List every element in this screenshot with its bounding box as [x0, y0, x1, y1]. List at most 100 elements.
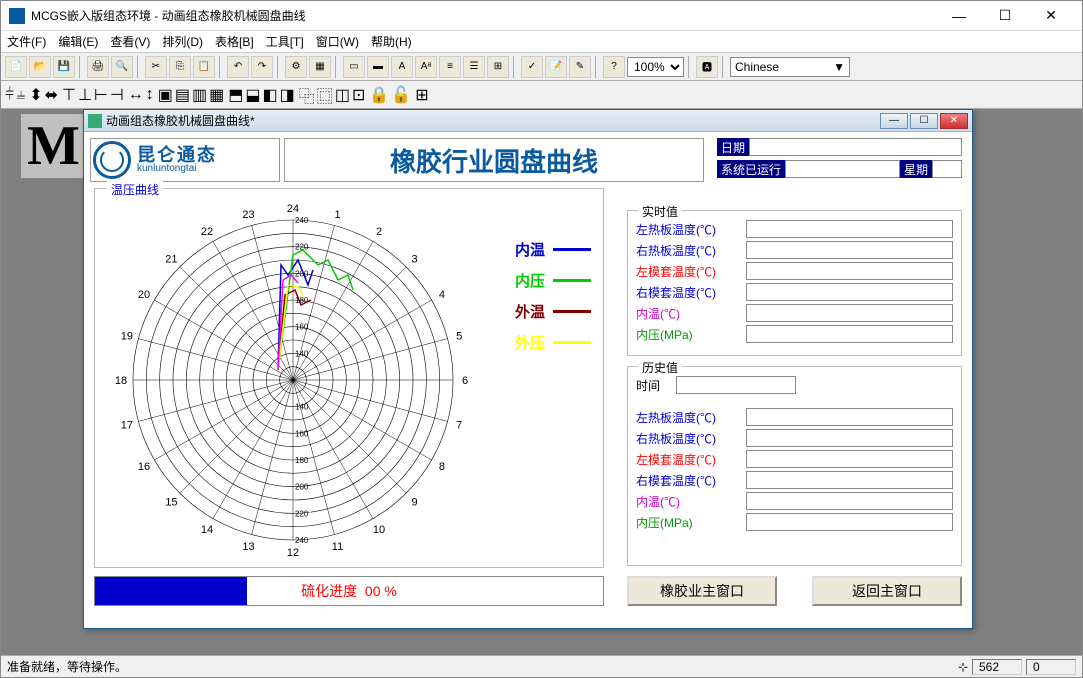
rubber-window-button[interactable]: 橡胶业主窗口	[627, 576, 777, 606]
al-5[interactable]: ⊤	[62, 85, 76, 105]
al-6[interactable]: ⊥	[78, 85, 92, 105]
al-25[interactable]: ⊞	[415, 85, 428, 105]
al-15[interactable]: ⬒	[228, 85, 243, 105]
al-4[interactable]: ⬌	[45, 85, 58, 105]
child-maximize[interactable]: ☐	[910, 113, 938, 129]
tb-text[interactable]: A	[391, 56, 413, 78]
tb-open[interactable]: 📂	[29, 56, 51, 78]
minimize-button[interactable]: —	[936, 1, 982, 31]
svg-text:6: 6	[462, 375, 468, 387]
tb-tool1[interactable]: ⚙	[285, 56, 307, 78]
tb-rects[interactable]: ▬	[367, 56, 389, 78]
maximize-button[interactable]: ☐	[982, 1, 1028, 31]
al-3[interactable]: ⬍	[29, 85, 42, 105]
al-13[interactable]: ▥	[192, 85, 207, 105]
tb-tool2[interactable]: ▦	[309, 56, 331, 78]
al-14[interactable]: ▦	[209, 85, 224, 105]
language-select[interactable]: Chinese▼	[730, 57, 850, 77]
al-20[interactable]: ⿴	[317, 83, 333, 107]
coord-y: 0	[1026, 659, 1076, 675]
tb-redo[interactable]: ↷	[251, 56, 273, 78]
value-box	[746, 492, 953, 510]
value-box	[746, 513, 953, 531]
weekday-label: 星期	[900, 160, 932, 178]
menubar[interactable]: 文件(F) 编辑(E) 查看(V) 排列(D) 表格[B] 工具[T] 窗口(W…	[1, 31, 1082, 53]
svg-text:19: 19	[121, 330, 133, 342]
app-title: MCGS嵌入版组态环境 - 动画组态橡胶机械圆盘曲线	[31, 7, 936, 24]
al-16[interactable]: ⬓	[245, 85, 260, 105]
history-row: 内温(℃)	[636, 491, 953, 511]
value-box	[746, 408, 953, 426]
al-24[interactable]: 🔓	[391, 85, 411, 105]
history-row: 左模套温度(℃)	[636, 449, 953, 469]
close-button[interactable]: ✕	[1028, 1, 1074, 31]
al-2[interactable]: ⫨	[16, 86, 25, 104]
history-time-value[interactable]	[676, 376, 796, 394]
al-22[interactable]: ⊡	[352, 85, 365, 105]
svg-text:7: 7	[456, 420, 462, 432]
child-close[interactable]: ✕	[940, 113, 968, 129]
realtime-row: 内温(℃)	[636, 303, 953, 323]
al-11[interactable]: ▣	[158, 85, 173, 105]
svg-text:3: 3	[412, 253, 418, 265]
tb-pen[interactable]: ✎	[569, 56, 591, 78]
tb-rect[interactable]: ▭	[343, 56, 365, 78]
tb-new[interactable]: 📄	[5, 56, 27, 78]
tb-undo[interactable]: ↶	[227, 56, 249, 78]
svg-text:8: 8	[439, 461, 445, 473]
al-23[interactable]: 🔒	[369, 85, 389, 105]
menu-table[interactable]: 表格[B]	[215, 33, 254, 50]
al-8[interactable]: ⊣	[110, 85, 124, 105]
menu-arrange[interactable]: 排列(D)	[162, 33, 203, 50]
menu-file[interactable]: 文件(F)	[7, 33, 46, 50]
tb-print[interactable]: 🖨	[87, 56, 109, 78]
svg-text:200: 200	[295, 483, 309, 492]
realtime-row: 右热板温度(℃)	[636, 240, 953, 260]
zoom-select[interactable]: 100%	[627, 57, 684, 77]
date-value	[749, 138, 962, 156]
child-minimize[interactable]: —	[880, 113, 908, 129]
al-19[interactable]: ⿻	[299, 83, 315, 107]
tb-check[interactable]: ✓	[521, 56, 543, 78]
tb-list[interactable]: ☰	[463, 56, 485, 78]
tb-preview[interactable]: 🔍	[111, 56, 133, 78]
svg-text:9: 9	[412, 497, 418, 509]
svg-text:24: 24	[287, 203, 299, 215]
svg-text:11: 11	[332, 541, 343, 553]
menu-tools[interactable]: 工具[T]	[266, 33, 304, 50]
al-18[interactable]: ◨	[280, 85, 295, 105]
al-21[interactable]: ◫	[335, 85, 350, 105]
tb-lang-icon[interactable]: 🅰	[696, 56, 718, 78]
tb-cut[interactable]: ✂	[145, 56, 167, 78]
realtime-row: 左模套温度(℃)	[636, 261, 953, 281]
menu-window[interactable]: 窗口(W)	[316, 33, 359, 50]
al-12[interactable]: ▤	[175, 85, 190, 105]
history-row: 右热板温度(℃)	[636, 428, 953, 448]
al-1[interactable]: ⫩	[5, 86, 14, 104]
tb-help[interactable]: ?	[603, 56, 625, 78]
svg-text:10: 10	[373, 524, 385, 536]
tb-doc[interactable]: 📝	[545, 56, 567, 78]
menu-view[interactable]: 查看(V)	[110, 33, 150, 50]
svg-text:12: 12	[287, 547, 299, 559]
menu-edit[interactable]: 编辑(E)	[58, 33, 98, 50]
tb-copy[interactable]: ⎘	[169, 56, 191, 78]
value-box	[746, 283, 953, 301]
titlebar[interactable]: MCGS嵌入版组态环境 - 动画组态橡胶机械圆盘曲线 — ☐ ✕	[1, 1, 1082, 31]
al-7[interactable]: ⊢	[94, 85, 108, 105]
tb-text2[interactable]: Aᵃ	[415, 56, 437, 78]
al-9[interactable]: ↔	[128, 86, 144, 104]
svg-text:4: 4	[439, 289, 445, 301]
al-10[interactable]: ↕	[146, 86, 154, 104]
al-17[interactable]: ◧	[263, 85, 278, 105]
statusbar: 准备就绪，等待操作。 ⊹ 562 0	[1, 655, 1082, 677]
tb-paste[interactable]: 📋	[193, 56, 215, 78]
child-titlebar[interactable]: 动画组态橡胶机械圆盘曲线* — ☐ ✕	[84, 110, 972, 132]
tb-save[interactable]: 💾	[53, 56, 75, 78]
tb-grid[interactable]: ⊞	[487, 56, 509, 78]
tb-align[interactable]: ≡	[439, 56, 461, 78]
return-window-button[interactable]: 返回主窗口	[812, 576, 962, 606]
menu-help[interactable]: 帮助(H)	[371, 33, 412, 50]
value-box	[746, 471, 953, 489]
realtime-group: 实时值 左热板温度(℃)右热板温度(℃)左模套温度(℃)右模套温度(℃)内温(℃…	[627, 210, 962, 356]
